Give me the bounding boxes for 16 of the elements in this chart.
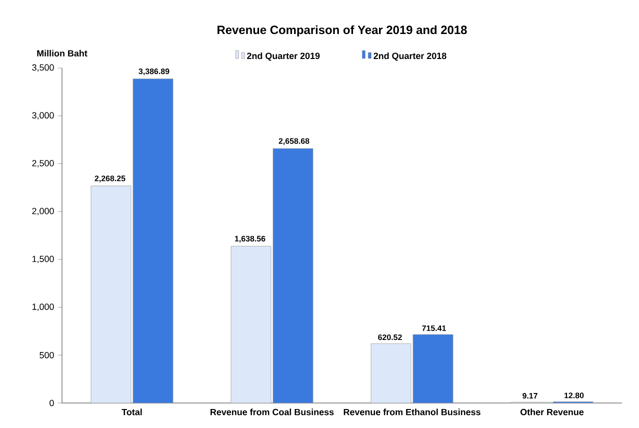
legend-label: 2nd Quarter 2019 (247, 52, 320, 61)
y-axis-title: Million Baht (37, 50, 88, 56)
x-tick-label: Revenue from Coal Business (210, 408, 334, 416)
y-tick-label: 0 (50, 400, 54, 406)
legend-label: 2nd Quarter 2018 (374, 52, 446, 61)
x-tick-label: Other Revenue (520, 408, 584, 416)
y-tick-label: 1,500 (32, 256, 54, 264)
y-tick-label: 2,000 (32, 208, 54, 216)
y-tick-label: 3,000 (32, 112, 54, 120)
y-tick-label: 500 (40, 352, 54, 358)
chart-title: Revenue Comparison of Year 2019 and 2018 (218, 25, 467, 37)
x-tick-label: Total (122, 408, 142, 416)
y-tick-label: 1,000 (32, 304, 54, 311)
y-tick-label: 3,500 (32, 64, 54, 72)
x-tick-label: Revenue from Ethanol Business (344, 408, 480, 416)
y-tick-label: 2,500 (32, 160, 54, 168)
